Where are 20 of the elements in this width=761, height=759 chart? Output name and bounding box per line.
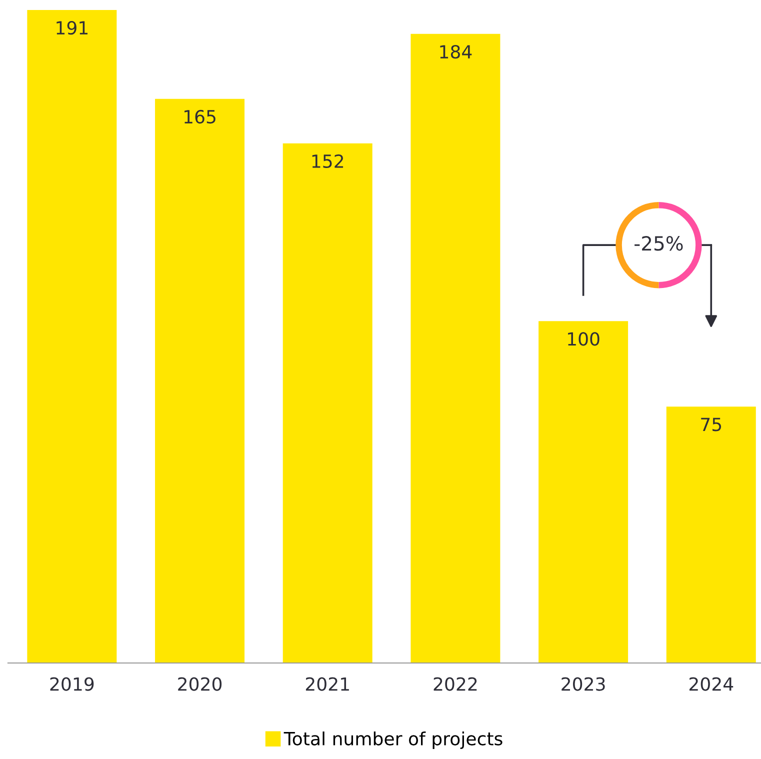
bar — [666, 406, 756, 663]
bar — [282, 143, 372, 663]
legend-label: Total number of projects — [284, 731, 502, 749]
x-tick-label: 2022 — [434, 677, 477, 691]
data-label: 165 — [184, 110, 216, 124]
data-label: 184 — [440, 44, 472, 59]
x-tick-label: 2023 — [562, 677, 605, 691]
x-tick-label: 2021 — [306, 677, 349, 691]
annotation: -25% — [634, 236, 683, 251]
bar — [538, 321, 628, 663]
data-label: 152 — [312, 154, 344, 168]
x-tick-label: 2019 — [50, 677, 94, 691]
bar — [155, 98, 245, 663]
bar — [27, 10, 117, 663]
bar — [410, 34, 500, 663]
data-label: 191 — [56, 21, 88, 35]
data-label: 75 — [701, 418, 722, 432]
data-label: 100 — [568, 332, 600, 346]
x-tick-label: 2020 — [178, 677, 222, 691]
x-tick-label: 2024 — [689, 677, 734, 691]
